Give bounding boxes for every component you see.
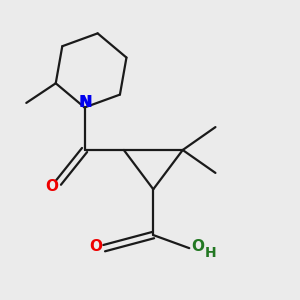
Text: O: O: [45, 179, 58, 194]
Text: H: H: [205, 246, 216, 260]
Text: O: O: [191, 239, 204, 254]
Text: N: N: [78, 95, 91, 110]
Text: O: O: [89, 239, 103, 254]
Text: N: N: [80, 95, 93, 110]
